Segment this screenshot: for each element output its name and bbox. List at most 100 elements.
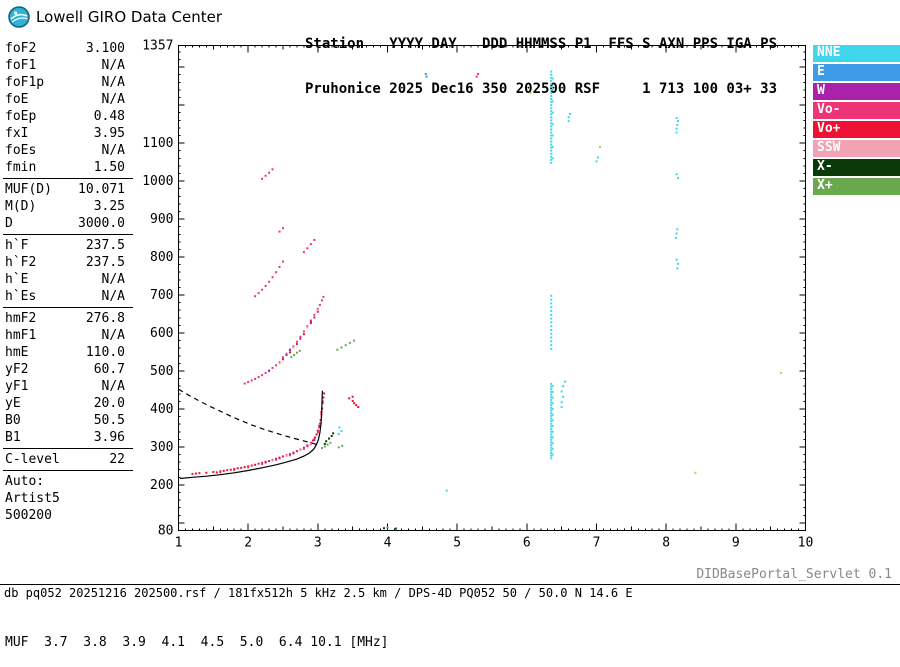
- param-value: N/A: [101, 92, 125, 107]
- param-label: foF1p: [5, 75, 45, 90]
- series-X-: [323, 432, 397, 530]
- svg-text:600: 600: [150, 326, 173, 341]
- param-label: h`Es: [5, 289, 37, 304]
- series-Vo+: [191, 310, 360, 475]
- param-label: fmin: [5, 160, 37, 175]
- series-E: [386, 72, 428, 529]
- param-label: fxI: [5, 126, 29, 141]
- estimated-trace-dashed: [178, 388, 318, 446]
- param-value: 3000.0: [78, 216, 125, 231]
- logo-text: Lowell GIRO Data Center: [36, 8, 222, 26]
- series-X+: [290, 339, 356, 450]
- svg-text:8: 8: [662, 536, 670, 551]
- svg-text:1100: 1100: [142, 136, 173, 151]
- series-W: [264, 320, 321, 464]
- param-row: foF1p N/A: [3, 74, 133, 91]
- param-value: 237.5: [85, 238, 125, 253]
- param-label: foF1: [5, 58, 37, 73]
- param-value: 110.0: [85, 345, 125, 360]
- dmuf-table: D 100 200 400 600 800 1000 1500 3000 [km…: [5, 555, 389, 667]
- auto-info: Auto:: [5, 474, 45, 489]
- svg-text:10: 10: [798, 536, 814, 551]
- param-row: yE 20.0: [3, 395, 133, 412]
- param-label: B1: [5, 430, 21, 445]
- param-value: 3.100: [85, 41, 125, 56]
- legend: NNE E W Vo- Vo+ SSW X- X+: [813, 45, 900, 197]
- svg-text:1357: 1357: [142, 39, 173, 54]
- param-row: C-level 22: [3, 451, 133, 468]
- param-row: foEp 0.48: [3, 108, 133, 125]
- param-row: foEs N/A: [3, 142, 133, 159]
- svg-text:1000: 1000: [142, 174, 173, 189]
- separator-line: [3, 234, 133, 235]
- param-label: B0: [5, 413, 21, 428]
- separator-line: [3, 178, 133, 179]
- param-value: 1.50: [93, 160, 125, 175]
- ionogram-plot: 1 2 3 4 5 6 7 8 9 10 1357 1100 1000 900 800 700 600 500 40…: [142, 39, 813, 551]
- param-row: B0 50.5: [3, 412, 133, 429]
- svg-text:2: 2: [244, 536, 252, 551]
- param-row: foF2 3.100: [3, 40, 133, 57]
- param-value: 237.5: [85, 255, 125, 270]
- auto-info: 500200: [5, 508, 52, 523]
- param-label: foE: [5, 92, 29, 107]
- param-label: hmE: [5, 345, 29, 360]
- param-row: D 3000.0: [3, 215, 133, 232]
- param-row: yF1 N/A: [3, 378, 133, 395]
- param-label: D: [5, 216, 13, 231]
- param-row: fxI 3.95: [3, 125, 133, 142]
- svg-text:3: 3: [314, 536, 322, 551]
- servlet-version: DIDBasePortal_Servlet 0.1: [696, 567, 892, 582]
- param-value: 10.071: [78, 182, 125, 197]
- station-header-columns: Station YYYY DAY DDD HHMMSS P1 FFS S AXN…: [305, 36, 778, 52]
- param-value: 3.96: [93, 430, 125, 445]
- legend-item-Vo-: Vo-: [813, 102, 900, 119]
- param-value: N/A: [101, 58, 125, 73]
- param-value: N/A: [101, 75, 125, 90]
- svg-text:900: 900: [150, 212, 173, 227]
- param-row: hmF1 N/A: [3, 327, 133, 344]
- auto-info: Artist5: [5, 491, 60, 506]
- param-row: B1 3.96: [3, 429, 133, 446]
- legend-item-Vo+: Vo+: [813, 121, 900, 138]
- param-value: N/A: [101, 289, 125, 304]
- param-label: h`F2: [5, 255, 37, 270]
- param-row: h`F 237.5: [3, 237, 133, 254]
- param-value: 60.7: [93, 362, 125, 377]
- param-label: h`E: [5, 272, 29, 287]
- param-value: 22: [109, 452, 125, 467]
- param-value: 20.0: [93, 396, 125, 411]
- plot-axes: [178, 45, 806, 531]
- param-row: h`E N/A: [3, 271, 133, 288]
- param-label: yF2: [5, 362, 29, 377]
- param-row: M(D) 3.25: [3, 198, 133, 215]
- legend-item-E: E: [813, 64, 900, 81]
- param-value: N/A: [101, 328, 125, 343]
- param-value: 3.25: [93, 199, 125, 214]
- param-value: 50.5: [93, 413, 125, 428]
- svg-text:7: 7: [593, 536, 601, 551]
- param-row: yF2 60.7: [3, 361, 133, 378]
- svg-text:800: 800: [150, 250, 173, 265]
- svg-text:400: 400: [150, 402, 173, 417]
- param-row: hmE 110.0: [3, 344, 133, 361]
- svg-text:200: 200: [150, 478, 173, 493]
- param-panel: foF2 3.100 foF1 N/A foF1p N/A foE N/A foEp 0.48 fx…: [3, 40, 133, 524]
- separator-line: [3, 470, 133, 471]
- axis-tick-labels: 1 2 3 4 5 6 7 8 9 10 1357 1100 1000 900 800 700 600 500 40…: [142, 39, 813, 551]
- param-label: foEs: [5, 143, 37, 158]
- svg-text:4: 4: [384, 536, 392, 551]
- separator-line: [3, 448, 133, 449]
- svg-text:700: 700: [150, 288, 173, 303]
- legend-item-W: W: [813, 83, 900, 100]
- legend-item-NNE: NNE: [813, 45, 900, 62]
- svg-text:300: 300: [150, 440, 173, 455]
- param-row: MUF(D) 10.071: [3, 181, 133, 198]
- legend-item-X-: X-: [813, 159, 900, 176]
- station-header-values: Pruhonice 2025 Dec16 350 202500 RSF 1 71…: [305, 81, 778, 97]
- status-bar: db pq052 20251216 202500.rsf / 181fx512h…: [0, 584, 900, 600]
- giro-globe-icon: [8, 6, 30, 28]
- param-row: h`F2 237.5: [3, 254, 133, 271]
- param-label: hmF1: [5, 328, 37, 343]
- svg-text:80: 80: [158, 524, 174, 539]
